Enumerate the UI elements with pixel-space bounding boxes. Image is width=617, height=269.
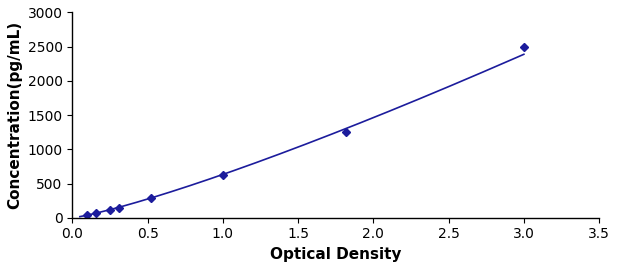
- Y-axis label: Concentration(pg/mL): Concentration(pg/mL): [7, 21, 22, 209]
- X-axis label: Optical Density: Optical Density: [270, 247, 402, 262]
